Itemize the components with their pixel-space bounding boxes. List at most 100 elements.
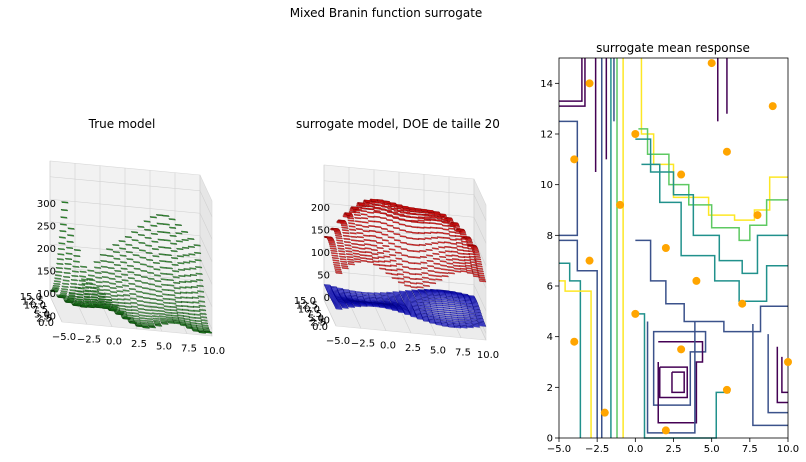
surface-patch xyxy=(460,270,468,273)
surface-patch xyxy=(476,318,484,321)
surface-patch xyxy=(442,228,450,231)
surface-patch xyxy=(383,255,391,258)
surface-patch xyxy=(97,300,105,303)
surface-patch xyxy=(420,294,428,297)
surface-patch xyxy=(353,258,361,261)
surface-patch xyxy=(56,262,64,265)
surface-patch xyxy=(383,203,392,206)
sample-point xyxy=(692,276,701,285)
surface-patch xyxy=(146,322,155,325)
panel2-title: surrogate model, DOE de taille 20 xyxy=(296,117,500,131)
surface-patch xyxy=(353,213,362,217)
surface-patch xyxy=(450,250,459,253)
surface-patch xyxy=(123,298,131,301)
surface-patch xyxy=(474,312,482,315)
surface-patch xyxy=(176,247,184,251)
surface-patch xyxy=(170,309,178,312)
x-tick-label: 5.0 xyxy=(156,341,172,352)
surface-patch xyxy=(165,267,174,270)
surface-patch xyxy=(182,261,191,264)
surface-patch xyxy=(152,255,160,258)
surface-patch xyxy=(90,296,99,299)
surface-patch xyxy=(181,246,190,249)
surface-patch xyxy=(339,221,348,224)
surface-patch xyxy=(67,296,76,299)
surface-patch xyxy=(66,240,74,243)
surface-patch xyxy=(173,292,182,295)
surface-patch xyxy=(175,308,184,311)
sample-point xyxy=(707,59,716,68)
surface-patch xyxy=(417,219,425,222)
surface-patch xyxy=(419,310,427,313)
sample-point xyxy=(768,102,777,111)
y-tick-label: 12.5 xyxy=(296,300,318,311)
surface-patch xyxy=(151,312,159,315)
surface-patch xyxy=(428,218,437,221)
surface-patch xyxy=(153,268,161,271)
surface-patch xyxy=(154,280,162,283)
surface-patch xyxy=(127,271,135,274)
surface-patch xyxy=(451,295,460,298)
surface-patch xyxy=(104,298,113,302)
surface-patch xyxy=(136,304,145,307)
surface-patch xyxy=(464,320,472,323)
surface-patch xyxy=(143,220,151,223)
surface-patch xyxy=(445,296,454,299)
surface-patch xyxy=(346,215,354,218)
surface-patch xyxy=(344,247,353,250)
surface-patch xyxy=(78,275,87,278)
surface-patch xyxy=(339,258,347,261)
surface-patch xyxy=(385,214,393,217)
surface-patch xyxy=(470,318,478,321)
y-tick-label: 2.5 xyxy=(310,318,326,329)
surface-patch xyxy=(421,272,429,275)
surface-patch xyxy=(62,275,71,279)
surface-patch xyxy=(155,294,164,298)
y-tick-label: 15.0 xyxy=(20,292,42,303)
surface-patch xyxy=(92,286,100,289)
surface-patch xyxy=(327,238,335,242)
panel-true-model: True model −5.0 −2.5 0.0 2.5 5.0 7.5 10.00.02.… xyxy=(20,117,225,357)
surface-patch xyxy=(439,260,447,263)
contour-line xyxy=(640,58,788,221)
surface-patch xyxy=(103,289,111,292)
surface-patch xyxy=(131,309,139,312)
surface-patch xyxy=(402,208,411,211)
surface-patch xyxy=(421,214,430,217)
surface-patch xyxy=(473,309,481,312)
surface-patch xyxy=(179,291,188,294)
surface-patch xyxy=(443,236,451,240)
surface-patch xyxy=(352,252,360,255)
surface-patch xyxy=(389,203,398,206)
surface-patch xyxy=(338,253,346,256)
surface-patch xyxy=(201,324,209,327)
surface-patch xyxy=(435,278,443,281)
surface-patch xyxy=(68,294,76,297)
surface-patch xyxy=(172,281,181,284)
surface-patch xyxy=(129,292,137,296)
surface-patch xyxy=(367,215,375,218)
surface-patch xyxy=(427,269,435,273)
surface-patch xyxy=(334,232,342,236)
surface-patch xyxy=(137,311,146,314)
surface-patch xyxy=(459,265,467,268)
surface-patch xyxy=(440,268,448,271)
surface-patch xyxy=(340,262,348,266)
surface-patch xyxy=(110,294,118,297)
surface-patch xyxy=(445,258,454,261)
surface-patch xyxy=(353,211,361,214)
surface-patch xyxy=(433,317,441,320)
surface-patch xyxy=(204,331,213,334)
surface-patch xyxy=(426,293,435,297)
surface-patch xyxy=(376,251,385,254)
surface-patch xyxy=(466,245,475,248)
surface-patch xyxy=(470,247,479,250)
surface-patch xyxy=(172,276,180,279)
surface-patch xyxy=(348,225,356,228)
surface-patch xyxy=(351,246,359,249)
grid-line xyxy=(49,243,213,285)
surface-patch xyxy=(156,303,165,306)
surface-patch xyxy=(61,201,69,204)
surface-patch xyxy=(200,322,209,325)
surface-patch xyxy=(447,224,455,227)
